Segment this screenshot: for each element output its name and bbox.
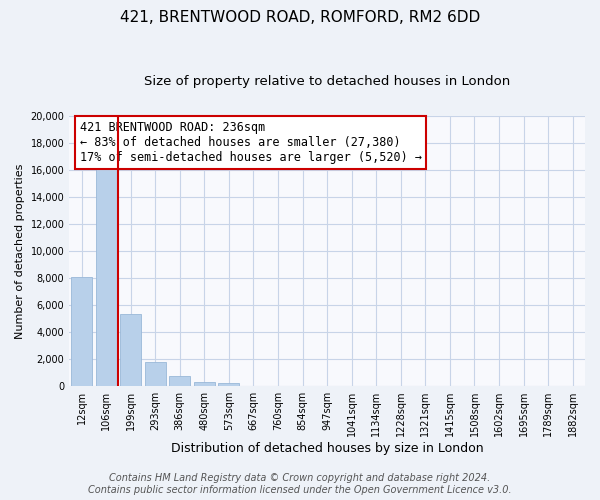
X-axis label: Distribution of detached houses by size in London: Distribution of detached houses by size … [171,442,484,455]
Text: Contains HM Land Registry data © Crown copyright and database right 2024.
Contai: Contains HM Land Registry data © Crown c… [88,474,512,495]
Bar [120,314,141,386]
Bar [95,163,116,386]
Y-axis label: Number of detached properties: Number of detached properties [15,163,25,338]
Text: 421 BRENTWOOD ROAD: 236sqm
← 83% of detached houses are smaller (27,380)
17% of : 421 BRENTWOOD ROAD: 236sqm ← 83% of deta… [80,121,422,164]
Title: Size of property relative to detached houses in London: Size of property relative to detached ho… [144,75,510,88]
Bar [194,382,215,386]
Bar [71,276,92,386]
Bar [145,362,166,386]
Bar [218,382,239,386]
Bar [169,376,190,386]
Text: 421, BRENTWOOD ROAD, ROMFORD, RM2 6DD: 421, BRENTWOOD ROAD, ROMFORD, RM2 6DD [120,10,480,25]
